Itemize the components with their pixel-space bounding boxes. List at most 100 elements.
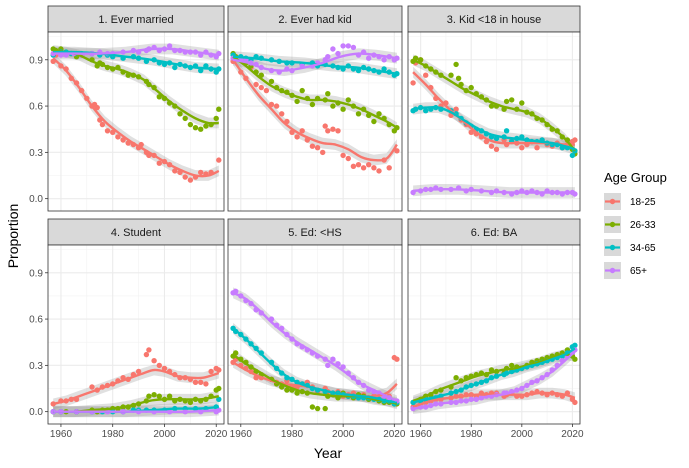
smooth-line-34-65 — [412, 105, 576, 151]
legend-item: 18-25 — [604, 193, 656, 210]
panel-4: 4. Student 0.0 0.3 0.6 0.9 1960 1980 2000 2020 — [29, 218, 228, 440]
data-point-26-33 — [314, 405, 321, 412]
data-point-18-25 — [146, 347, 152, 353]
data-point-18-25 — [330, 126, 336, 132]
data-point-65+ — [350, 44, 357, 51]
data-point-18-25 — [151, 358, 157, 364]
legend-item: 26-33 — [604, 216, 656, 233]
data-point-18-25 — [488, 143, 495, 149]
data-point-18-25 — [94, 104, 100, 111]
data-point-26-33 — [284, 387, 290, 393]
data-point-26-33 — [519, 100, 525, 106]
legend-label: 34-65 — [630, 243, 656, 254]
data-point-18-25 — [325, 128, 331, 134]
data-point-18-25 — [572, 137, 578, 143]
panel-border — [47, 244, 225, 425]
data-point-18-25 — [366, 162, 372, 168]
data-point-26-33 — [376, 111, 382, 117]
data-point-26-33 — [309, 404, 316, 410]
data-point-65+ — [340, 364, 346, 370]
data-point-18-25 — [120, 137, 126, 143]
data-point-18-25 — [258, 84, 264, 91]
legend-label: 26-33 — [630, 220, 656, 231]
smooth-line-18-25 — [52, 368, 220, 406]
data-point-26-33 — [268, 78, 275, 85]
data-point-18-25 — [198, 379, 204, 385]
data-point-18-25 — [376, 168, 382, 174]
smooth-line-65+ — [232, 291, 398, 402]
y-tick-label: 0.6 — [29, 315, 43, 326]
panel-strip — [227, 218, 403, 246]
data-point-18-25 — [216, 157, 222, 163]
data-point-18-25 — [89, 384, 95, 390]
data-point-18-25 — [192, 379, 199, 385]
legend-title: Age Group — [604, 170, 667, 185]
legend: Age Group 18-25 26-33 34-65 65+ — [604, 170, 667, 279]
smooth-line-65+ — [412, 350, 576, 410]
data-point-18-25 — [534, 145, 540, 151]
data-point-18-25 — [345, 155, 351, 162]
data-point-26-33 — [203, 123, 209, 129]
data-point-26-33 — [294, 98, 300, 105]
legend-key-point — [609, 221, 616, 228]
x-tick-label: 2000 — [153, 429, 176, 440]
data-point-65+ — [340, 43, 346, 49]
x-tick-label: 2020 — [383, 429, 406, 440]
data-point-18-25 — [335, 128, 341, 134]
data-point-18-25 — [350, 163, 357, 169]
legend-item: 34-65 — [604, 239, 656, 256]
x-tick-label: 2020 — [205, 429, 228, 440]
legend-key-point — [609, 198, 616, 205]
data-point-26-33 — [187, 121, 194, 128]
panel-border — [227, 244, 403, 425]
confidence-band-26-33 — [233, 51, 397, 134]
data-point-26-33 — [572, 356, 578, 362]
panel-title: 3. Kid <18 in house — [447, 14, 542, 26]
data-point-18-25 — [320, 149, 326, 156]
data-point-26-33 — [177, 111, 183, 117]
x-tick-label: 2000 — [511, 429, 534, 440]
data-point-18-25 — [386, 165, 392, 171]
data-point-18-25 — [322, 123, 328, 129]
data-point-18-25 — [182, 174, 188, 180]
data-point-65+ — [335, 50, 341, 57]
data-point-18-25 — [279, 111, 285, 117]
x-tick-label: 1980 — [281, 429, 304, 440]
data-point-18-25 — [314, 145, 321, 151]
data-point-26-33 — [488, 103, 495, 109]
x-axis-title: Year — [314, 445, 343, 461]
data-point-18-25 — [156, 362, 162, 369]
data-point-26-33 — [322, 405, 328, 412]
data-point-18-25 — [208, 368, 214, 375]
panel-strip — [47, 5, 225, 33]
data-point-26-33 — [509, 362, 515, 369]
panel-background — [48, 245, 224, 424]
smooth-line-34-65 — [412, 347, 576, 404]
panel-title: 2. Ever had kid — [278, 14, 351, 26]
data-point-26-33 — [309, 101, 316, 108]
legend-item: 65+ — [604, 262, 647, 279]
data-point-65+ — [366, 55, 372, 61]
smooth-line-34-65 — [53, 50, 219, 71]
smooth-line-26-33 — [412, 58, 576, 152]
data-point-34-65 — [569, 152, 576, 159]
data-point-18-25 — [198, 169, 204, 176]
x-tick-label: 1960 — [50, 429, 73, 440]
legend-label: 18-25 — [630, 197, 656, 208]
confidence-band-65+ — [233, 287, 397, 407]
y-tick-label: 0.9 — [29, 268, 43, 279]
panel-background — [408, 32, 580, 211]
data-point-34-65 — [572, 342, 578, 348]
data-point-18-25 — [104, 128, 111, 134]
data-point-18-25 — [453, 106, 459, 112]
data-point-26-33 — [448, 72, 454, 78]
data-point-26-33 — [330, 103, 336, 109]
data-point-18-25 — [99, 121, 106, 128]
panel-2: 2. Ever had kid — [227, 5, 403, 212]
data-point-18-25 — [216, 367, 222, 373]
legend-label: 65+ — [630, 266, 647, 277]
data-point-26-33 — [355, 111, 362, 117]
data-point-18-25 — [253, 81, 259, 88]
data-point-26-33 — [294, 390, 300, 396]
data-point-18-25 — [161, 365, 168, 372]
